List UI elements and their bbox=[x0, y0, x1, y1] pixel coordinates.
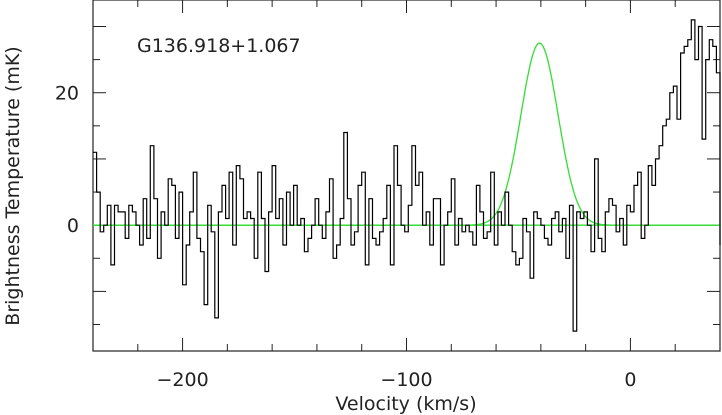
x-tick-label: 0 bbox=[624, 369, 636, 391]
y-tick-label: 20 bbox=[55, 83, 79, 105]
source-name-label: G136.918+1.067 bbox=[137, 35, 301, 57]
x-tick-label: −100 bbox=[380, 369, 432, 391]
x-axis-label: Velocity (km/s) bbox=[335, 393, 476, 415]
spectrum-step-line bbox=[93, 19, 721, 332]
y-axis-label: Brightness Temperature (mK) bbox=[2, 46, 24, 325]
tick-labels: −200 −100 0 0 20 bbox=[55, 83, 637, 391]
y-tick-label: 0 bbox=[67, 215, 79, 237]
x-tick-label: −200 bbox=[156, 369, 208, 391]
gaussian-fit-line bbox=[93, 42, 720, 226]
